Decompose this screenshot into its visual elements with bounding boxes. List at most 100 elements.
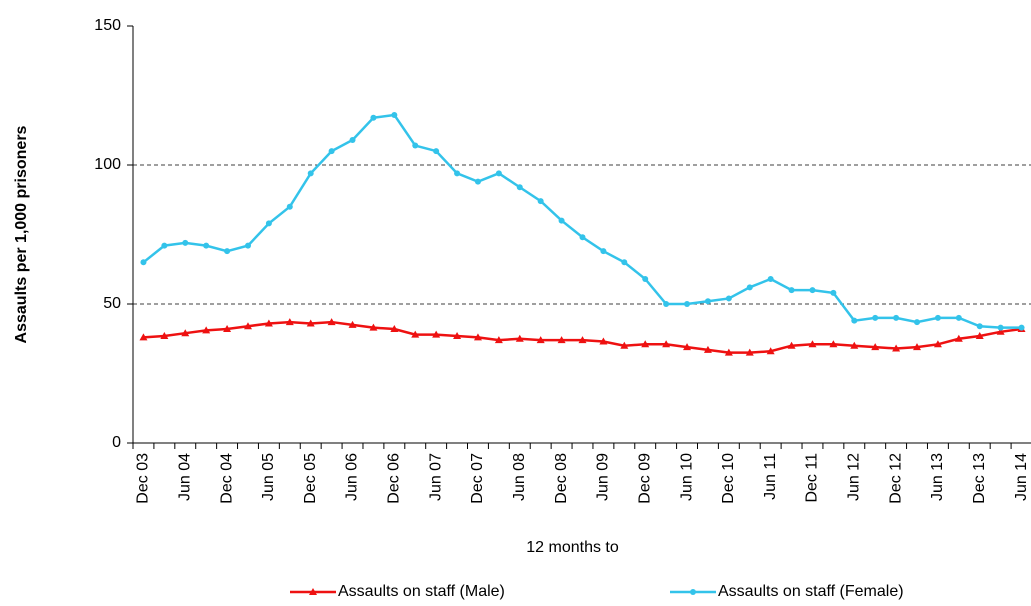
point bbox=[620, 341, 629, 349]
x-tick-label: Dec 09 bbox=[636, 453, 653, 504]
x-tick-label: Jun 06 bbox=[344, 453, 361, 501]
point bbox=[684, 301, 691, 307]
point bbox=[996, 327, 1005, 335]
point bbox=[808, 340, 817, 348]
point bbox=[914, 319, 921, 326]
point bbox=[140, 259, 147, 266]
point bbox=[473, 333, 482, 341]
point bbox=[851, 317, 858, 324]
point bbox=[369, 323, 378, 331]
point bbox=[725, 295, 732, 302]
x-tick-label: Jun 05 bbox=[260, 453, 277, 501]
legend-label: Assaults on staff (Male) bbox=[338, 583, 505, 600]
point bbox=[578, 336, 587, 344]
x-tick-label: Jun 11 bbox=[762, 453, 779, 500]
point bbox=[264, 319, 273, 327]
point bbox=[433, 148, 440, 155]
legend-marker bbox=[690, 589, 696, 595]
point bbox=[976, 323, 983, 330]
point bbox=[809, 287, 816, 294]
point bbox=[933, 340, 942, 348]
point bbox=[704, 298, 711, 305]
x-tick-label: Dec 06 bbox=[386, 453, 403, 504]
x-tick-label: Jun 13 bbox=[929, 453, 946, 501]
point bbox=[642, 275, 649, 282]
point bbox=[599, 337, 608, 345]
point bbox=[390, 325, 399, 333]
x-axis-title: 12 months to bbox=[526, 539, 619, 556]
point bbox=[558, 217, 565, 224]
point bbox=[600, 248, 607, 255]
point bbox=[1018, 324, 1025, 331]
point bbox=[954, 334, 963, 342]
legend-label: Assaults on staff (Female) bbox=[718, 583, 904, 600]
y-tick-label: 50 bbox=[103, 295, 121, 312]
point bbox=[474, 178, 481, 185]
point bbox=[724, 348, 733, 356]
point bbox=[139, 333, 148, 341]
x-tick-label: Jun 09 bbox=[595, 453, 612, 501]
x-tick-label: Dec 08 bbox=[553, 453, 570, 504]
point bbox=[683, 343, 692, 351]
point bbox=[515, 334, 524, 342]
point bbox=[536, 336, 545, 344]
point bbox=[243, 322, 252, 330]
x-tick-label: Dec 13 bbox=[971, 453, 988, 504]
point bbox=[327, 318, 336, 326]
x-tick-label: Jun 07 bbox=[427, 453, 444, 501]
point bbox=[557, 336, 566, 344]
point bbox=[348, 320, 357, 328]
point bbox=[432, 330, 441, 338]
point bbox=[285, 318, 294, 326]
point bbox=[203, 242, 210, 249]
y-axis-title: Assaults per 1,000 prisoners bbox=[13, 125, 30, 343]
x-tick-label: Dec 07 bbox=[469, 453, 486, 504]
x-tick-label: Jun 12 bbox=[846, 453, 863, 501]
point bbox=[662, 340, 671, 348]
x-tick-label: Dec 11 bbox=[804, 453, 821, 503]
point bbox=[641, 340, 650, 348]
point bbox=[224, 248, 231, 255]
point bbox=[893, 314, 900, 321]
x-tick-label: Dec 04 bbox=[218, 453, 235, 504]
y-tick-label: 150 bbox=[94, 17, 121, 34]
point bbox=[830, 289, 837, 296]
point bbox=[745, 348, 754, 356]
point bbox=[767, 275, 774, 282]
point bbox=[537, 198, 544, 205]
point bbox=[579, 234, 586, 241]
point bbox=[182, 239, 189, 246]
point bbox=[453, 331, 462, 339]
point bbox=[307, 170, 314, 177]
point bbox=[391, 111, 398, 118]
point bbox=[829, 340, 838, 348]
point bbox=[411, 330, 420, 338]
point bbox=[265, 220, 272, 227]
point bbox=[202, 326, 211, 334]
x-tick-label: Dec 10 bbox=[720, 453, 737, 504]
point bbox=[516, 184, 523, 191]
point bbox=[160, 331, 169, 339]
point bbox=[788, 287, 795, 294]
point bbox=[454, 170, 461, 177]
point bbox=[328, 148, 335, 155]
point bbox=[286, 203, 293, 210]
point bbox=[663, 301, 670, 307]
point bbox=[997, 324, 1004, 331]
point bbox=[871, 343, 880, 351]
x-tick-label: Jun 04 bbox=[176, 453, 193, 501]
point bbox=[850, 341, 859, 349]
point bbox=[892, 344, 901, 352]
x-tick-label: Jun 10 bbox=[678, 453, 695, 501]
legend-marker bbox=[309, 588, 317, 595]
x-tick-label: Jun 08 bbox=[511, 453, 528, 501]
point bbox=[621, 259, 628, 266]
point bbox=[349, 136, 356, 143]
x-tick-label: Dec 12 bbox=[887, 453, 904, 504]
point bbox=[161, 242, 168, 249]
point bbox=[955, 314, 962, 321]
point bbox=[787, 341, 796, 349]
x-tick-label: Jun 14 bbox=[1013, 453, 1030, 501]
